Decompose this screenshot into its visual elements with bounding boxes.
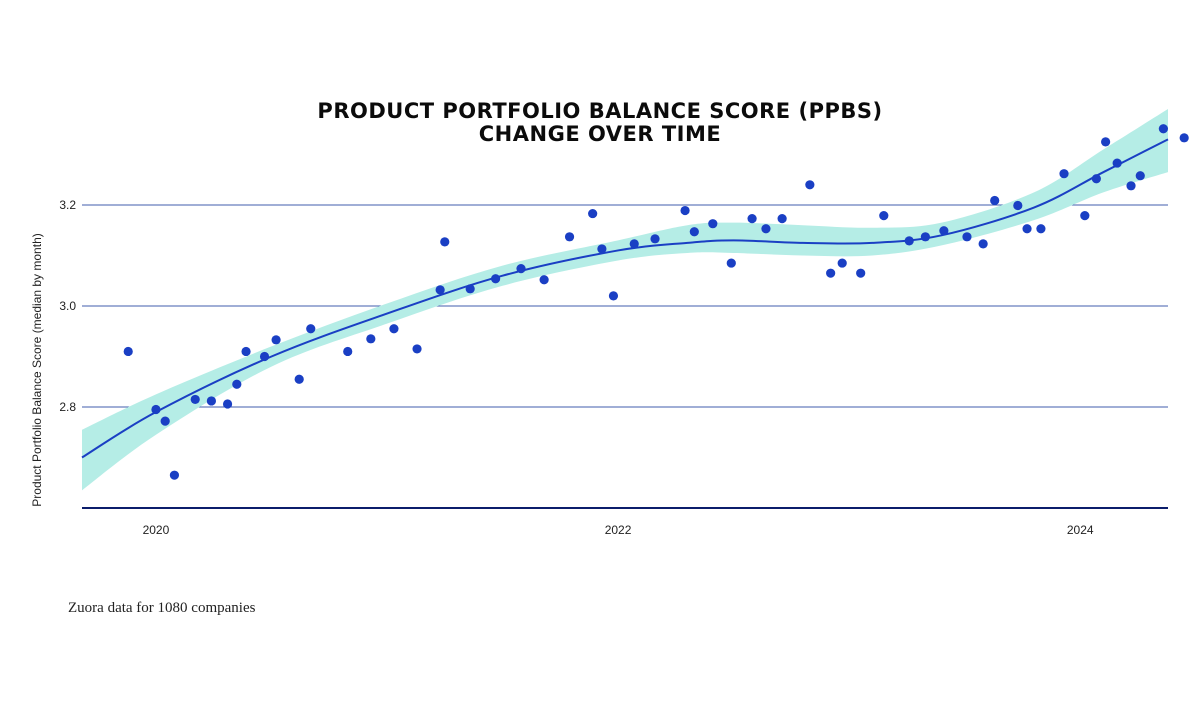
data-point <box>169 470 180 480</box>
data-point <box>564 232 575 242</box>
data-point <box>1013 200 1023 211</box>
data-point <box>837 258 847 268</box>
data-point <box>366 334 376 344</box>
data-point <box>190 394 200 405</box>
data-point <box>1036 224 1046 234</box>
data-point <box>629 239 639 249</box>
data-point <box>151 404 161 415</box>
data-point <box>747 214 757 224</box>
trend-line-path <box>81 138 1169 459</box>
data-point <box>650 234 660 244</box>
data-point <box>1158 124 1168 134</box>
chart-title-line-1: PRODUCT PORTFOLIO BALANCE SCORE (PPBS) <box>317 99 882 123</box>
data-point <box>990 195 1000 206</box>
data-point <box>1101 137 1111 147</box>
data-point <box>904 236 914 246</box>
data-point <box>491 274 501 284</box>
data-point <box>1022 224 1032 234</box>
data-point <box>680 205 690 216</box>
x-tick-label: 2020 <box>143 523 170 537</box>
tick-labels: 2.8 3.0 3.2 2020 2022 2024 <box>59 198 1094 537</box>
data-point <box>689 227 699 237</box>
data-point <box>826 268 836 278</box>
y-tick-label: 3.2 <box>59 198 76 212</box>
data-point <box>978 239 988 249</box>
data-point <box>222 399 233 409</box>
data-point <box>389 324 399 334</box>
data-point <box>1135 171 1145 181</box>
data-point <box>1126 181 1136 191</box>
data-point <box>588 208 598 219</box>
data-points <box>123 124 1189 480</box>
data-point <box>726 258 736 268</box>
data-point <box>123 346 133 357</box>
data-point <box>294 374 304 384</box>
y-tick-label: 2.8 <box>59 400 76 414</box>
data-point <box>962 232 972 242</box>
data-point <box>206 396 216 406</box>
data-point <box>343 346 353 357</box>
data-point <box>1059 169 1069 179</box>
y-axis-title: Product Portfolio Balance Score (median … <box>30 233 44 506</box>
data-point <box>241 346 251 357</box>
data-point <box>271 335 281 345</box>
data-point <box>761 224 771 234</box>
x-tick-label: 2024 <box>1067 523 1094 537</box>
data-point <box>516 264 526 274</box>
data-point <box>1080 211 1090 221</box>
trend-line <box>81 138 1169 459</box>
data-point <box>232 379 242 389</box>
data-point <box>160 416 170 426</box>
gridlines <box>82 204 1168 408</box>
confidence-band <box>82 109 1168 491</box>
data-point <box>440 237 450 247</box>
data-point <box>306 324 316 334</box>
data-point <box>879 211 889 221</box>
data-point <box>465 284 475 294</box>
footnote-source: Zuora data for 1080 companies <box>68 600 256 616</box>
data-point <box>777 214 787 224</box>
data-point <box>708 219 718 229</box>
data-point <box>259 351 270 362</box>
data-point <box>1091 174 1101 184</box>
data-point <box>805 180 815 190</box>
data-point <box>920 232 930 242</box>
data-point <box>1112 158 1122 168</box>
chart-title-line-2: CHANGE OVER TIME <box>479 122 721 146</box>
data-point <box>939 226 949 236</box>
data-point <box>435 285 445 295</box>
data-point <box>597 244 607 254</box>
confidence-band-area <box>82 109 1168 491</box>
x-tick-label: 2022 <box>605 523 632 537</box>
y-tick-label: 3.0 <box>59 299 76 313</box>
data-point <box>539 275 549 285</box>
data-point <box>608 291 619 301</box>
data-point <box>1179 133 1189 143</box>
data-point <box>412 344 422 354</box>
data-point <box>856 268 866 278</box>
